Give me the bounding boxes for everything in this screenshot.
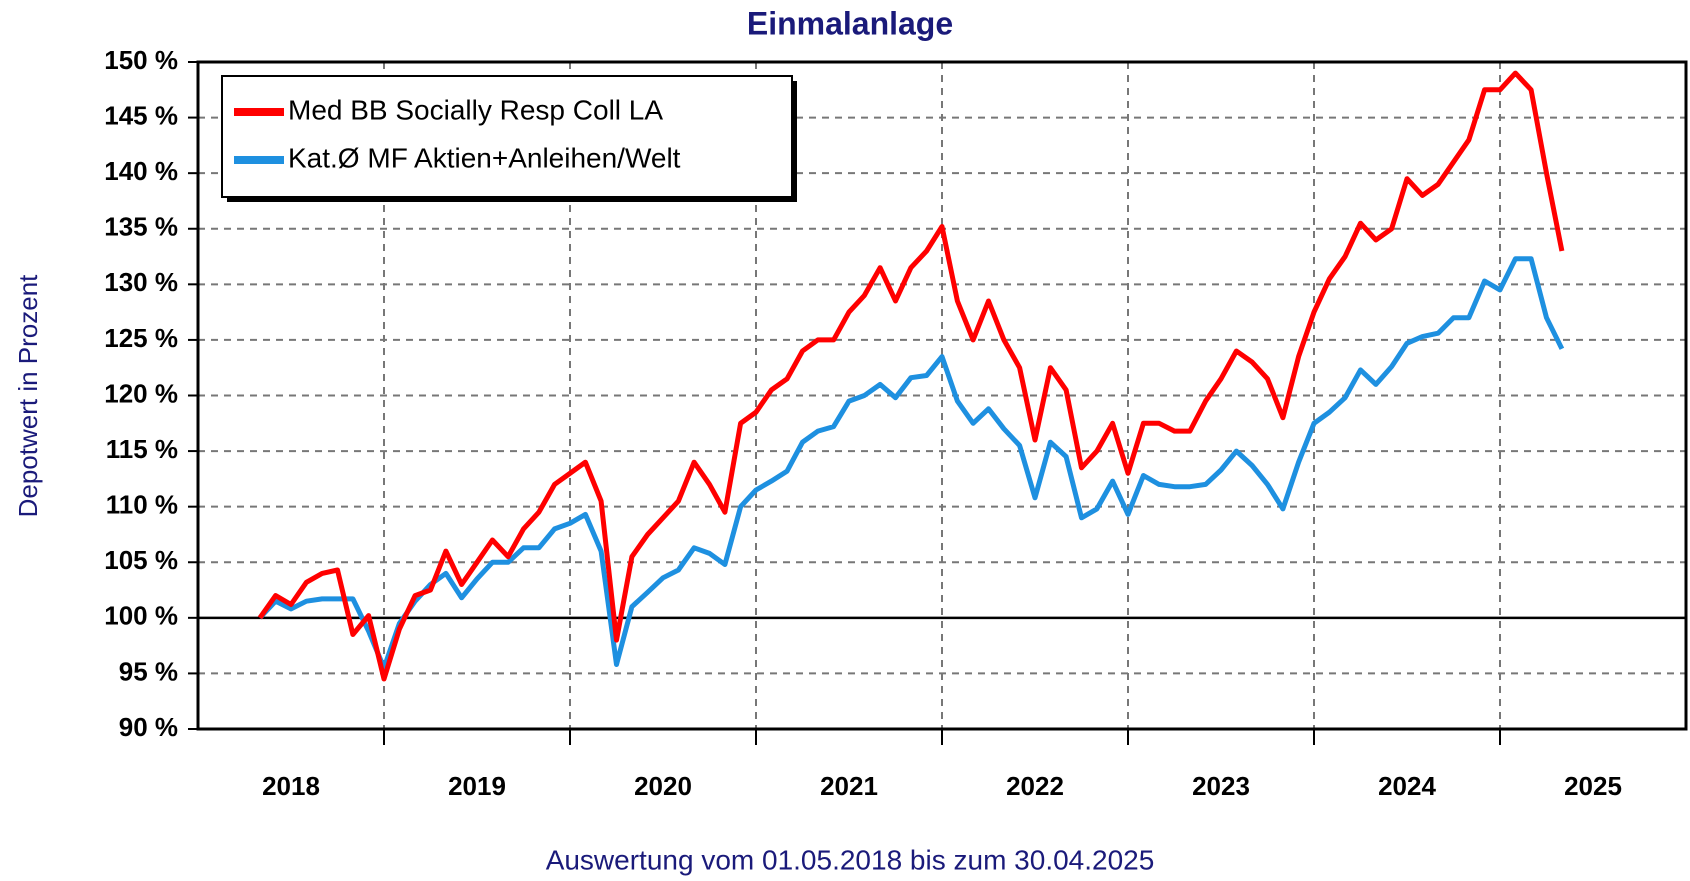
legend-box [221, 75, 793, 198]
legend-label: Med BB Socially Resp Coll LA [288, 94, 663, 125]
x-tick-label: 2020 [634, 771, 692, 801]
x-tick-label: 2022 [1006, 771, 1064, 801]
x-axis-label: Auswertung vom 01.05.2018 bis zum 30.04.… [546, 844, 1155, 875]
y-tick-label: 90 % [119, 712, 178, 742]
series-line [258, 256, 1565, 671]
y-tick-label: 95 % [119, 656, 178, 686]
x-tick-label: 2021 [820, 771, 878, 801]
y-tick-label: 150 % [104, 45, 178, 75]
x-tick-label: 2018 [262, 771, 320, 801]
y-tick-label: 135 % [104, 212, 178, 242]
y-tick-label: 125 % [104, 323, 178, 353]
chart-title: Einmalanlage [747, 5, 953, 41]
x-tick-label: 2024 [1378, 771, 1436, 801]
y-tick-label: 115 % [106, 434, 178, 464]
y-tick-label: 140 % [104, 156, 178, 186]
y-tick-label: 130 % [104, 267, 178, 297]
x-tick-label: 2019 [448, 771, 506, 801]
series-line [257, 70, 1565, 682]
legend: Med BB Socially Resp Coll LA Kat.Ø MF Akt… [221, 75, 797, 202]
y-axis-label: Depotwert in Prozent [13, 274, 43, 518]
legend-label: Kat.Ø MF Aktien+Anleihen/Welt [288, 142, 681, 173]
y-tick-label: 110 % [106, 490, 178, 520]
x-tick-label: 2025 [1564, 771, 1622, 801]
y-tick-label: 100 % [104, 601, 178, 631]
y-tick-label: 105 % [104, 545, 178, 575]
plot-frame [196, 60, 1688, 731]
x-tick-label: 2023 [1192, 771, 1250, 801]
y-tick-label: 120 % [104, 378, 178, 408]
y-tick-label: 145 % [104, 100, 178, 130]
